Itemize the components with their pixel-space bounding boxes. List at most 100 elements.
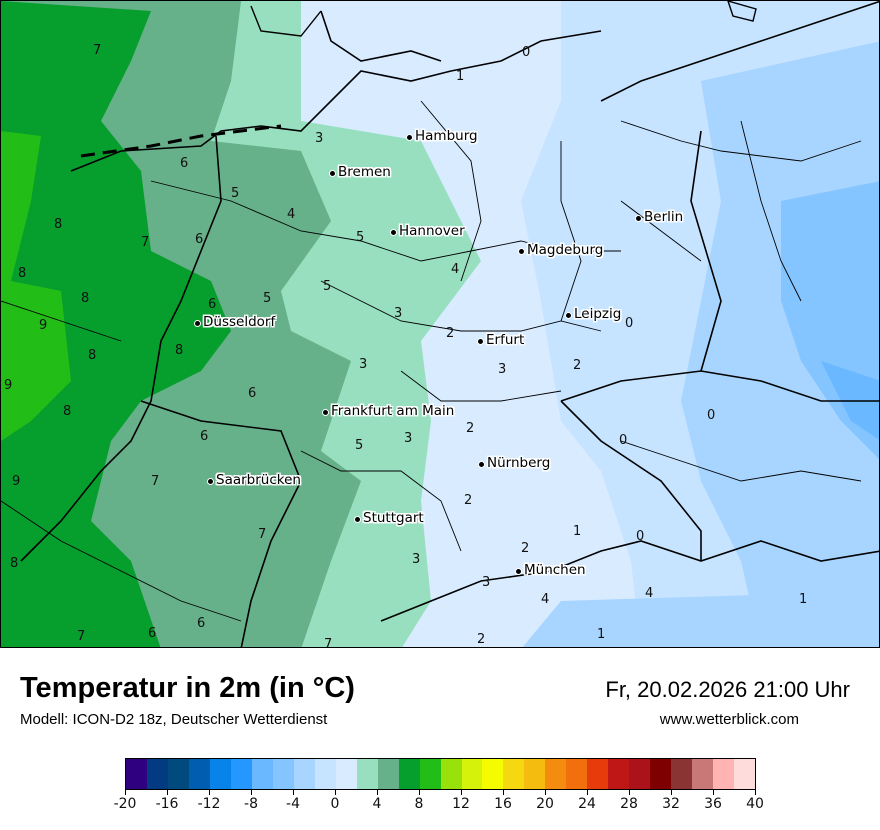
isoline-label: 5 [323,279,332,294]
colorbar-segment [377,759,399,789]
colorbar-tick [335,790,336,795]
city-label: Frankfurt am Main [322,404,454,419]
city-dot-icon [515,568,522,575]
colorbar-tick-label: 4 [372,796,382,812]
colorbar-segment [146,759,168,789]
colorbar-ticks: -20 -16 -12 -8 -4 0 4 8 12 16 20 24 28 32 36 40 [114,790,764,820]
isoline-label: 6 [180,156,189,171]
colorbar-tick-label: 12 [452,796,470,812]
colorbar-segment [314,759,336,789]
colorbar-segment [503,759,525,789]
isoline-label: 1 [456,69,465,84]
isoline-label: 7 [77,629,86,644]
colorbar-tick-label: 40 [746,796,764,812]
colorbar-tick-label: 24 [578,796,596,812]
city-label: Saarbrücken [207,472,301,488]
isoline-label: 9 [39,318,48,333]
city-dot-icon [518,248,525,255]
isoline-label: 0 [636,529,645,544]
isoline-label: 0 [619,433,628,448]
isoline-label: 4 [451,262,460,277]
isoline-label: 3 [359,357,368,372]
colorbar-segment [440,759,462,789]
temperature-colorbar [125,758,756,790]
city-dot-icon [322,409,329,416]
isoline-label: 2 [477,632,486,647]
temperature-map: 7 0 1 3 6 5 4 8 7 6 5 4 8 5 8 5 6 9 3 2 0 8 8 3 2 3 9 6 0 8 2 6 3 5 0 9 7 2 1 7… [0,0,880,648]
isoline-label: 2 [464,493,473,508]
colorbar-segment [482,759,504,789]
colorbar-tick-label: 8 [414,796,424,812]
city-name: Berlin [644,209,684,225]
isoline-label: 5 [356,230,365,245]
colorbar-segment [734,759,756,789]
city-dot-icon [207,478,214,485]
isoline-label: 4 [287,207,296,222]
isoline-label: 3 [482,575,491,590]
city-dot-icon [565,312,572,319]
colorbar-tick [293,790,294,795]
isoline-label: 3 [412,552,421,567]
isoline-label: 7 [258,527,267,542]
colorbar-tick-label: 36 [704,796,722,812]
colorbar-segment [650,759,672,789]
isoline-label: 2 [521,541,530,556]
city-dot-icon [478,461,485,468]
city-name: Hannover [399,223,465,239]
isoline-label: 1 [799,592,808,607]
temperature-field [1,1,879,647]
city-name: Saarbrücken [216,472,301,488]
colorbar-tick [251,790,252,795]
colorbar-segment [713,759,735,789]
isoline-label: 3 [394,306,403,321]
isoline-label: 1 [597,627,606,642]
isoline-label: 2 [573,358,582,373]
colorbar-segment [587,759,609,789]
colorbar-segment [335,759,357,789]
isoline-label: 3 [315,131,324,146]
city-name: Stuttgart [363,510,424,526]
colorbar-tick-label: 0 [330,796,340,812]
city-dot-icon [329,170,336,177]
city-name: Bremen [338,164,391,180]
valid-datetime: Fr, 20.02.2026 21:00 Uhr [605,677,850,702]
colorbar-segment [272,759,294,789]
isoline-label: 8 [175,343,184,358]
city-name: München [524,562,586,578]
isoline-label: 7 [141,235,150,250]
city-label: Nürnberg [478,456,550,471]
colorbar-tick-label: -8 [244,796,258,812]
city-label: Berlin [635,209,684,225]
isoline-label: 5 [263,291,272,306]
isoline-label: 8 [10,556,19,571]
colorbar-segment [126,759,147,789]
colorbar-segment [293,759,315,789]
isoline-label: 6 [148,626,157,641]
colorbar-segment [398,759,420,789]
isoline-label: 6 [200,429,209,444]
colorbar-segment [251,759,273,789]
isoline-label: 0 [625,316,634,331]
isoline-label: 3 [404,431,413,446]
isoline-label: 6 [248,386,257,401]
isoline-label: 4 [541,592,550,607]
isoline-label: 5 [355,438,364,453]
colorbar-segment [545,759,567,789]
isoline-label: 5 [231,186,240,201]
colorbar-segment [188,759,210,789]
city-name: Leipzig [574,306,622,322]
city-label: Leipzig [565,306,622,322]
colorbar-tick-label: -16 [155,796,179,812]
city-dot-icon [354,516,361,523]
city-label: Erfurt [477,333,524,348]
city-dot-icon [194,320,201,327]
isoline-label: 8 [81,291,90,306]
colorbar-tick [503,790,504,795]
colorbar-tick-label: 28 [620,796,638,812]
colorbar-tick-label: -12 [197,796,221,812]
isoline-label: 2 [466,421,475,436]
city-dot-icon [406,134,413,141]
website-link[interactable]: www.wetterblick.com [659,711,799,728]
city-label: Stuttgart [354,510,424,526]
colorbar-segment [419,759,441,789]
